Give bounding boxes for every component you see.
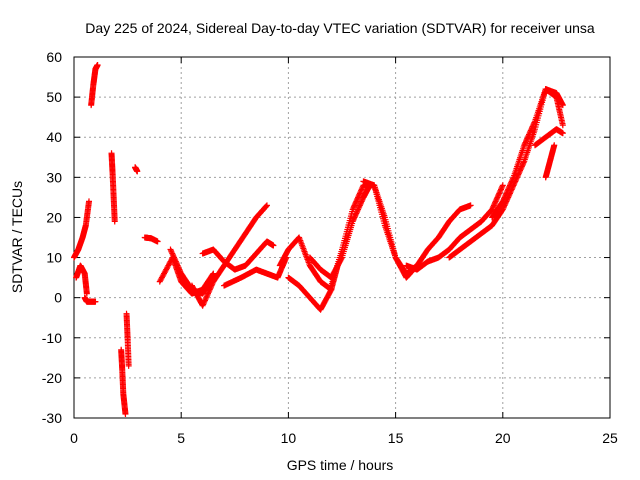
y-tick-label: 30 — [46, 169, 62, 185]
y-tick-label: 0 — [54, 290, 62, 306]
plot-frame — [73, 56, 611, 419]
series-trace-p — [285, 274, 335, 313]
series-trace-w — [531, 126, 566, 149]
series-trace-b — [73, 262, 90, 297]
y-tick-label: -20 — [42, 370, 62, 386]
series-trace-x — [542, 142, 558, 181]
data-point — [551, 142, 558, 149]
y-tick-label: 60 — [46, 49, 62, 65]
x-tick-label: 15 — [388, 430, 404, 446]
series-trace-i — [141, 234, 161, 245]
series-trace-f — [118, 346, 129, 417]
y-tick-label: -10 — [42, 330, 62, 346]
y-tick-label: 20 — [46, 209, 62, 225]
series-trace-t — [403, 182, 506, 273]
data-point — [122, 410, 129, 417]
data-point — [83, 290, 90, 297]
x-tick-label: 0 — [70, 430, 78, 446]
series-trace-d — [88, 62, 101, 109]
data-point — [499, 182, 506, 189]
series-trace-a — [71, 198, 93, 261]
series-trace-m — [199, 238, 277, 273]
y-axis-label: SDTVAR / TECUs — [9, 181, 25, 293]
y-tick-label: 50 — [46, 89, 62, 105]
data-point — [86, 198, 93, 205]
data-point — [559, 130, 566, 137]
data-point — [270, 242, 277, 249]
data-point — [154, 238, 161, 245]
data-point — [111, 218, 118, 225]
series-trace-h — [132, 164, 141, 175]
series-trace-g — [123, 310, 132, 369]
y-tick-label: -30 — [42, 410, 62, 426]
data-point — [467, 202, 474, 209]
y-tick-label: 10 — [46, 250, 62, 266]
data-point — [92, 298, 99, 305]
x-tick-label: 5 — [177, 430, 185, 446]
series-trace-v — [489, 86, 566, 221]
x-axis-label: GPS time / hours — [287, 457, 394, 473]
series-trace-c — [81, 294, 99, 305]
y-tick-label: 40 — [46, 129, 62, 145]
x-tick-label: 25 — [602, 430, 618, 446]
series-trace-n — [221, 254, 290, 289]
data-point — [559, 122, 566, 129]
data-point — [134, 168, 141, 175]
chart-title: Day 225 of 2024, Sidereal Day-to-day VTE… — [85, 20, 595, 36]
x-tick-label: 10 — [281, 430, 297, 446]
series-trace-s — [360, 178, 474, 281]
x-tick-label: 20 — [495, 430, 511, 446]
axis-ticks: 0 5 10 15 20 25 -30 -20 -10 0 10 20 30 40 50 60 — [42, 49, 618, 446]
data-point — [94, 62, 101, 69]
grid — [74, 57, 610, 418]
series-trace-e — [108, 150, 118, 225]
data-point — [263, 202, 270, 209]
data-point — [125, 362, 132, 369]
data-points — [71, 62, 566, 417]
